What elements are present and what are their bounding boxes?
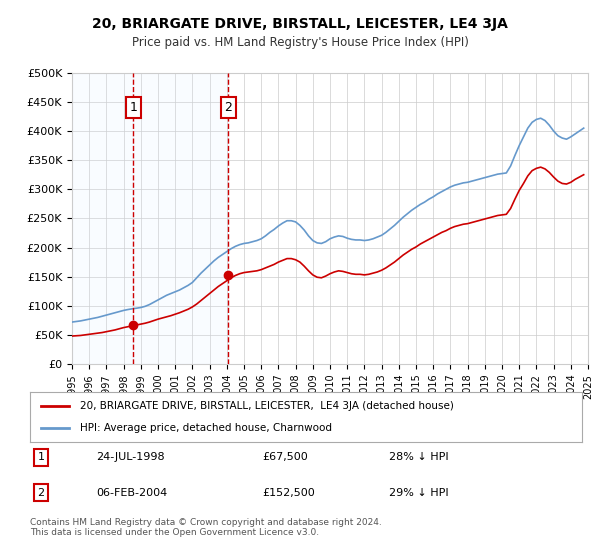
Text: 20, BRIARGATE DRIVE, BIRSTALL, LEICESTER,  LE4 3JA (detached house): 20, BRIARGATE DRIVE, BIRSTALL, LEICESTER… (80, 401, 454, 411)
Text: 2: 2 (37, 488, 44, 498)
Text: 1: 1 (38, 452, 44, 462)
Text: Price paid vs. HM Land Registry's House Price Index (HPI): Price paid vs. HM Land Registry's House … (131, 36, 469, 49)
Text: £152,500: £152,500 (262, 488, 314, 498)
Text: 1: 1 (129, 101, 137, 114)
Text: 24-JUL-1998: 24-JUL-1998 (96, 452, 165, 462)
Text: HPI: Average price, detached house, Charnwood: HPI: Average price, detached house, Char… (80, 423, 332, 433)
Text: 06-FEB-2004: 06-FEB-2004 (96, 488, 167, 498)
Text: £67,500: £67,500 (262, 452, 308, 462)
Text: 2: 2 (224, 101, 232, 114)
Text: Contains HM Land Registry data © Crown copyright and database right 2024.
This d: Contains HM Land Registry data © Crown c… (30, 518, 382, 538)
Text: 28% ↓ HPI: 28% ↓ HPI (389, 452, 448, 462)
Text: 29% ↓ HPI: 29% ↓ HPI (389, 488, 448, 498)
Bar (133, 73, 229, 364)
Text: 20, BRIARGATE DRIVE, BIRSTALL, LEICESTER, LE4 3JA: 20, BRIARGATE DRIVE, BIRSTALL, LEICESTER… (92, 17, 508, 31)
Bar (72, 73, 133, 364)
